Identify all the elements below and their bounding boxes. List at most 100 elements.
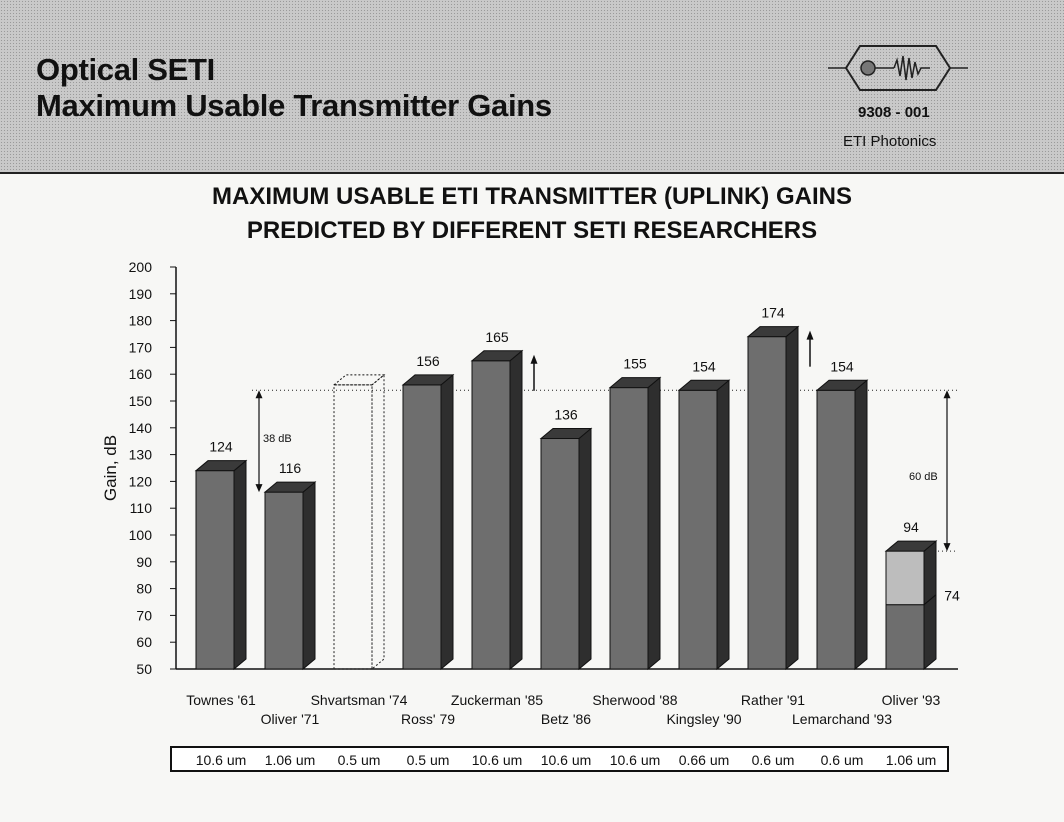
category-label: Shvartsman '74 (311, 692, 408, 708)
data-label: 156 (416, 353, 440, 369)
wavelength-cell: 1.06 um (886, 752, 937, 768)
chart-title-line2: PREDICTED BY DIFFERENT SETI RESEARCHERS (246, 217, 818, 244)
data-label: 94 (903, 519, 919, 535)
bar-5-side (578, 427, 592, 671)
bar-10-upper-side (923, 540, 937, 606)
category-label: Betz '86 (541, 711, 591, 727)
page-title-line2: Maximum Usable Transmitter Gains (36, 88, 552, 123)
bar-2-side (371, 373, 385, 671)
wavelength-cell: 0.6 um (752, 752, 795, 768)
category-label: Lemarchand '93 (792, 711, 892, 727)
y-tick-label: 170 (129, 339, 153, 355)
category-label: Kingsley '90 (666, 711, 741, 727)
bar-6-side (647, 376, 661, 671)
annotation-arrow-head-up (943, 390, 951, 399)
data-label: 154 (830, 358, 854, 374)
chart-title-line1: MAXIMUM USABLE ETI TRANSMITTER (UPLINK) … (212, 183, 852, 210)
annotation-arrow-head-down (943, 543, 951, 552)
data-label: 165 (485, 329, 509, 345)
y-tick-label: 100 (129, 527, 153, 543)
annotation-label: 38 dB (263, 433, 292, 445)
bar-10-top (884, 540, 938, 552)
bar-8-side (785, 325, 799, 671)
bar-7-side (716, 379, 730, 671)
bar-10-upper-front (885, 550, 925, 606)
bar-7-front (678, 389, 718, 670)
bar-9-side (854, 379, 868, 671)
category-label: Ross' 79 (401, 711, 455, 727)
data-label: 116 (279, 460, 302, 476)
y-tick-label: 130 (129, 447, 153, 463)
bar-9-front (816, 389, 856, 670)
data-label: 174 (761, 305, 785, 321)
bar-0-front (195, 470, 235, 670)
wavelength-cell: 10.6 um (196, 752, 247, 768)
wavelength-cell: 0.5 um (338, 752, 381, 768)
bar-0-side (233, 459, 247, 671)
data-label: 154 (692, 358, 716, 374)
bar-5-top (539, 428, 593, 440)
data-label: 136 (554, 407, 578, 423)
bar-10-lower-side (923, 593, 937, 671)
upward-arrow-head (530, 354, 538, 364)
y-tick-label: 190 (129, 286, 153, 302)
bar-3-front (402, 384, 442, 670)
wavelength-cell: 1.06 um (265, 752, 316, 768)
bar-7-top (677, 379, 731, 391)
data-label: 124 (209, 439, 233, 455)
bar-8-top (746, 326, 800, 338)
y-tick-label: 140 (129, 420, 153, 436)
y-tick-label: 80 (136, 581, 152, 597)
y-tick-label: 180 (129, 313, 153, 329)
category-label: Rather '91 (741, 692, 805, 708)
bar-6-top (608, 377, 662, 389)
wavelength-cell: 10.6 um (472, 752, 523, 768)
bar-9-top (815, 379, 869, 391)
y-tick-label: 160 (129, 366, 153, 382)
bar-1-top (263, 481, 317, 493)
y-tick-label: 150 (129, 393, 153, 409)
y-tick-label: 70 (136, 607, 152, 623)
wavelength-cell: 0.66 um (679, 752, 730, 768)
y-tick-label: 90 (136, 554, 152, 570)
y-axis-label: Gain, dB (101, 435, 120, 501)
category-label: Zuckerman '85 (451, 692, 543, 708)
page-title-line1: Optical SETI (36, 52, 215, 87)
data-label: 155 (623, 356, 647, 372)
wavelength-cell: 10.6 um (610, 752, 661, 768)
bar-0-top (194, 460, 248, 472)
category-label: Townes '61 (186, 692, 256, 708)
bar-4-side (509, 349, 523, 671)
wavelength-cell: 0.6 um (821, 752, 864, 768)
y-tick-label: 120 (129, 473, 153, 489)
bar-2-front (333, 384, 373, 670)
bar-4-front (471, 360, 511, 670)
y-tick-label: 50 (136, 661, 152, 677)
document-number: 9308 - 001 (858, 104, 930, 121)
wavelength-table (170, 746, 949, 772)
category-label: Oliver '71 (261, 711, 320, 727)
bar-6-front (609, 387, 649, 670)
laser-signal-logo-icon (828, 45, 968, 91)
bar-2-top (332, 374, 386, 386)
upward-arrow-head (806, 330, 814, 340)
wavelength-cell: 10.6 um (541, 752, 592, 768)
annotation-arrow-head-down (255, 484, 263, 493)
category-label: Oliver '93 (882, 692, 941, 708)
data-label-stack-lower: 74 (944, 588, 960, 604)
bar-8-front (747, 336, 787, 670)
bar-10-lower-front (885, 604, 925, 670)
bar-5-front (540, 438, 580, 670)
bar-1-front (264, 491, 304, 670)
wavelength-cell: 0.5 um (407, 752, 450, 768)
category-label: Sherwood '88 (592, 692, 677, 708)
bar-1-side (302, 481, 316, 671)
annotation-label: 60 dB (909, 471, 938, 483)
y-tick-label: 60 (136, 634, 152, 650)
bar-3-side (440, 373, 454, 671)
bar-4-top (470, 350, 524, 362)
bar-3-top (401, 374, 455, 386)
y-tick-label: 110 (130, 500, 153, 516)
annotation-arrow-head-up (255, 390, 263, 399)
